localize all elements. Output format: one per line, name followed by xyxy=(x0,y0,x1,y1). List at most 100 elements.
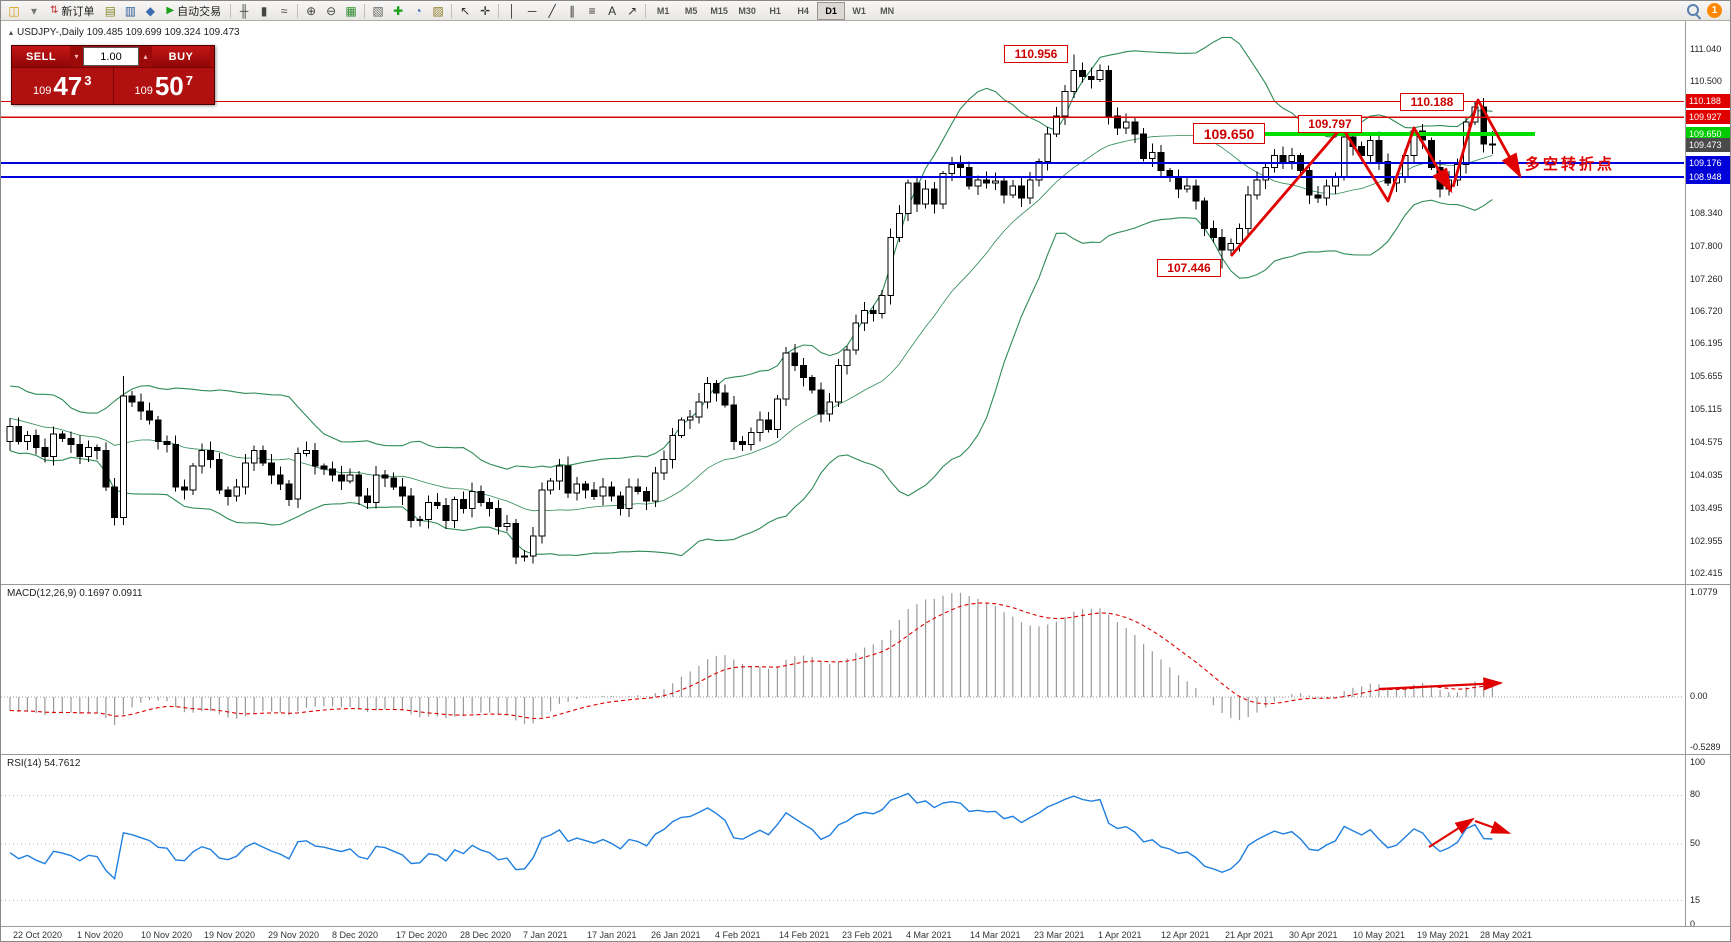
price-callout[interactable]: 109.797 xyxy=(1298,115,1362,133)
price-tick-108.948[interactable]: 108.948 xyxy=(1686,170,1730,184)
volume-up-button[interactable]: ▴ xyxy=(139,46,152,67)
sell-price-pips: 47 xyxy=(53,71,83,101)
symbol-info[interactable]: ▴ USDJPY-,Daily 109.485 109.699 109.324 … xyxy=(9,27,240,38)
timeframe-m1[interactable]: M1 xyxy=(656,5,670,16)
zoom-out-icon[interactable]: ⊖ xyxy=(326,3,337,18)
price-tick-106.720: 106.720 xyxy=(1690,306,1723,316)
price-callout[interactable]: 107.446 xyxy=(1157,259,1221,277)
rsi-arrow-down[interactable] xyxy=(1474,819,1512,835)
timeframe-mn[interactable]: MN xyxy=(880,5,895,16)
expand-triangle-icon[interactable]: ▴ xyxy=(9,28,14,37)
price-tick-109.176[interactable]: 109.176 xyxy=(1686,156,1730,170)
autotrade-button[interactable]: ▶ 自动交易 xyxy=(160,2,227,20)
buy-price[interactable]: 109 50 7 xyxy=(114,68,215,104)
panel-separator[interactable] xyxy=(1,926,1730,927)
price-tick-109.650[interactable]: 109.650 xyxy=(1686,127,1730,141)
bollinger-upper xyxy=(9,36,1493,470)
timeframe-h1[interactable]: H1 xyxy=(769,5,781,16)
date-label: 21 Apr 2021 xyxy=(1225,930,1274,940)
periods-icon[interactable]: ◔ xyxy=(414,3,422,18)
price-tick-104.035: 104.035 xyxy=(1690,470,1723,480)
indicators-icon[interactable]: ✚ xyxy=(393,3,404,18)
date-label: 30 Apr 2021 xyxy=(1289,930,1338,940)
date-label: 29 Nov 2020 xyxy=(268,930,320,940)
window-caret-icon[interactable]: ▾ xyxy=(30,3,38,18)
tile-windows-icon[interactable]: ▦ xyxy=(345,3,357,18)
chart-note[interactable]: 多空转折点 xyxy=(1525,156,1616,173)
line-chart-icon[interactable]: ≈ xyxy=(280,3,288,18)
strategy-tester-icon[interactable]: ▧ xyxy=(372,3,384,18)
vertical-line-icon[interactable]: │ xyxy=(508,3,516,18)
data-window-icon[interactable]: ▥ xyxy=(124,3,137,18)
timeframe-m15[interactable]: M15 xyxy=(710,5,728,16)
price-callout[interactable]: 110.188 xyxy=(1400,93,1464,111)
price-tick-102.415: 102.415 xyxy=(1690,568,1723,578)
crosshair-icon[interactable]: ✛ xyxy=(480,3,491,18)
price-trend-zigzag-2[interactable] xyxy=(1451,98,1522,188)
trendline-icon[interactable]: ╱ xyxy=(548,3,556,18)
text-tool-icon[interactable]: A xyxy=(608,3,617,18)
sell-button[interactable]: SELL xyxy=(12,46,70,67)
rsi-tick-0: 0 xyxy=(1690,919,1696,929)
search-icon[interactable] xyxy=(1686,3,1702,20)
panel-separator[interactable] xyxy=(1,584,1730,585)
sell-price-figure: 109 xyxy=(32,85,52,97)
price-tick-110.500: 110.500 xyxy=(1690,76,1722,86)
macd-signal-line xyxy=(9,602,1493,720)
date-label: 1 Apr 2021 xyxy=(1098,930,1142,940)
rsi-line xyxy=(9,792,1493,881)
one-click-trading-panel: SELL ▾ ▴ BUY 109 47 3 109 50 7 xyxy=(11,45,215,105)
rsi-tick-100: 100 xyxy=(1690,757,1706,767)
sell-price[interactable]: 109 47 3 xyxy=(12,68,113,104)
buy-price-figure: 109 xyxy=(134,85,153,97)
channel-icon[interactable]: ∥ xyxy=(569,3,576,18)
ohlc-bars-icon[interactable]: ╫ xyxy=(239,3,249,18)
timeframe-m5[interactable]: M5 xyxy=(684,5,698,16)
price-tick-102.955: 102.955 xyxy=(1690,536,1723,546)
trade-panel-controls: SELL ▾ ▴ BUY xyxy=(12,46,214,67)
volume-input[interactable] xyxy=(83,47,139,66)
chart-window-icon[interactable]: ◫ xyxy=(8,3,20,18)
panel-separator[interactable] xyxy=(1,754,1730,755)
zoom-in-icon[interactable]: ⊕ xyxy=(306,3,317,18)
chart-profiles-icon[interactable]: ▤ xyxy=(104,3,117,18)
notification-badge[interactable]: 1 xyxy=(1707,3,1722,18)
fibonacci-icon[interactable]: ≡ xyxy=(588,3,596,18)
date-label: 17 Dec 2020 xyxy=(396,930,448,940)
macd-trend-arrow[interactable] xyxy=(1378,677,1504,691)
price-tick-110.188[interactable]: 110.188 xyxy=(1686,94,1730,108)
price-tick-109.927[interactable]: 109.927 xyxy=(1686,110,1730,124)
horizontal-line-icon[interactable]: ─ xyxy=(527,3,537,18)
price-callout[interactable]: 110.956 xyxy=(1004,45,1068,63)
macd-layer xyxy=(1,592,1684,725)
cursor-icon[interactable]: ↖ xyxy=(460,3,471,18)
date-label: 23 Mar 2021 xyxy=(1034,930,1085,940)
timeframe-m30[interactable]: M30 xyxy=(738,5,756,16)
price-trend-zigzag-1[interactable] xyxy=(1229,125,1453,257)
macd-tick-1.0779: 1.0779 xyxy=(1690,587,1718,597)
rsi-tick-15: 15 xyxy=(1690,895,1701,905)
arrows-tool-icon[interactable]: ↗ xyxy=(627,3,638,18)
symbol-ohlc-text: USDJPY-,Daily 109.485 109.699 109.324 10… xyxy=(17,27,240,38)
rsi-arrow-up[interactable] xyxy=(1428,817,1475,848)
timeframe-w1[interactable]: W1 xyxy=(852,5,866,16)
timeframe-d1[interactable]: D1 xyxy=(817,1,846,20)
navigator-icon[interactable]: ◆ xyxy=(145,3,155,18)
buy-button[interactable]: BUY xyxy=(152,46,210,67)
candlestick-icon[interactable]: ▮ xyxy=(260,3,268,18)
price-callout[interactable]: 109.650 xyxy=(1193,123,1265,144)
search-icon-glass xyxy=(1687,4,1699,16)
new-order-button[interactable]: ⇅ 新订单 xyxy=(44,2,100,20)
price-tick-105.655: 105.655 xyxy=(1690,371,1723,381)
macd-tick-0.00: 0.00 xyxy=(1690,691,1708,701)
price-tick-109.473[interactable]: 109.473 xyxy=(1686,138,1730,152)
templates-icon[interactable]: ▨ xyxy=(432,3,444,18)
date-label: 23 Feb 2021 xyxy=(842,930,893,940)
date-label: 19 Nov 2020 xyxy=(204,930,256,940)
timeframe-h4[interactable]: H4 xyxy=(797,5,809,16)
rsi-tick-50: 50 xyxy=(1690,838,1701,848)
price-tick-111.040: 111.040 xyxy=(1690,44,1722,54)
volume-down-button[interactable]: ▾ xyxy=(70,46,83,67)
date-label: 4 Feb 2021 xyxy=(715,930,761,940)
